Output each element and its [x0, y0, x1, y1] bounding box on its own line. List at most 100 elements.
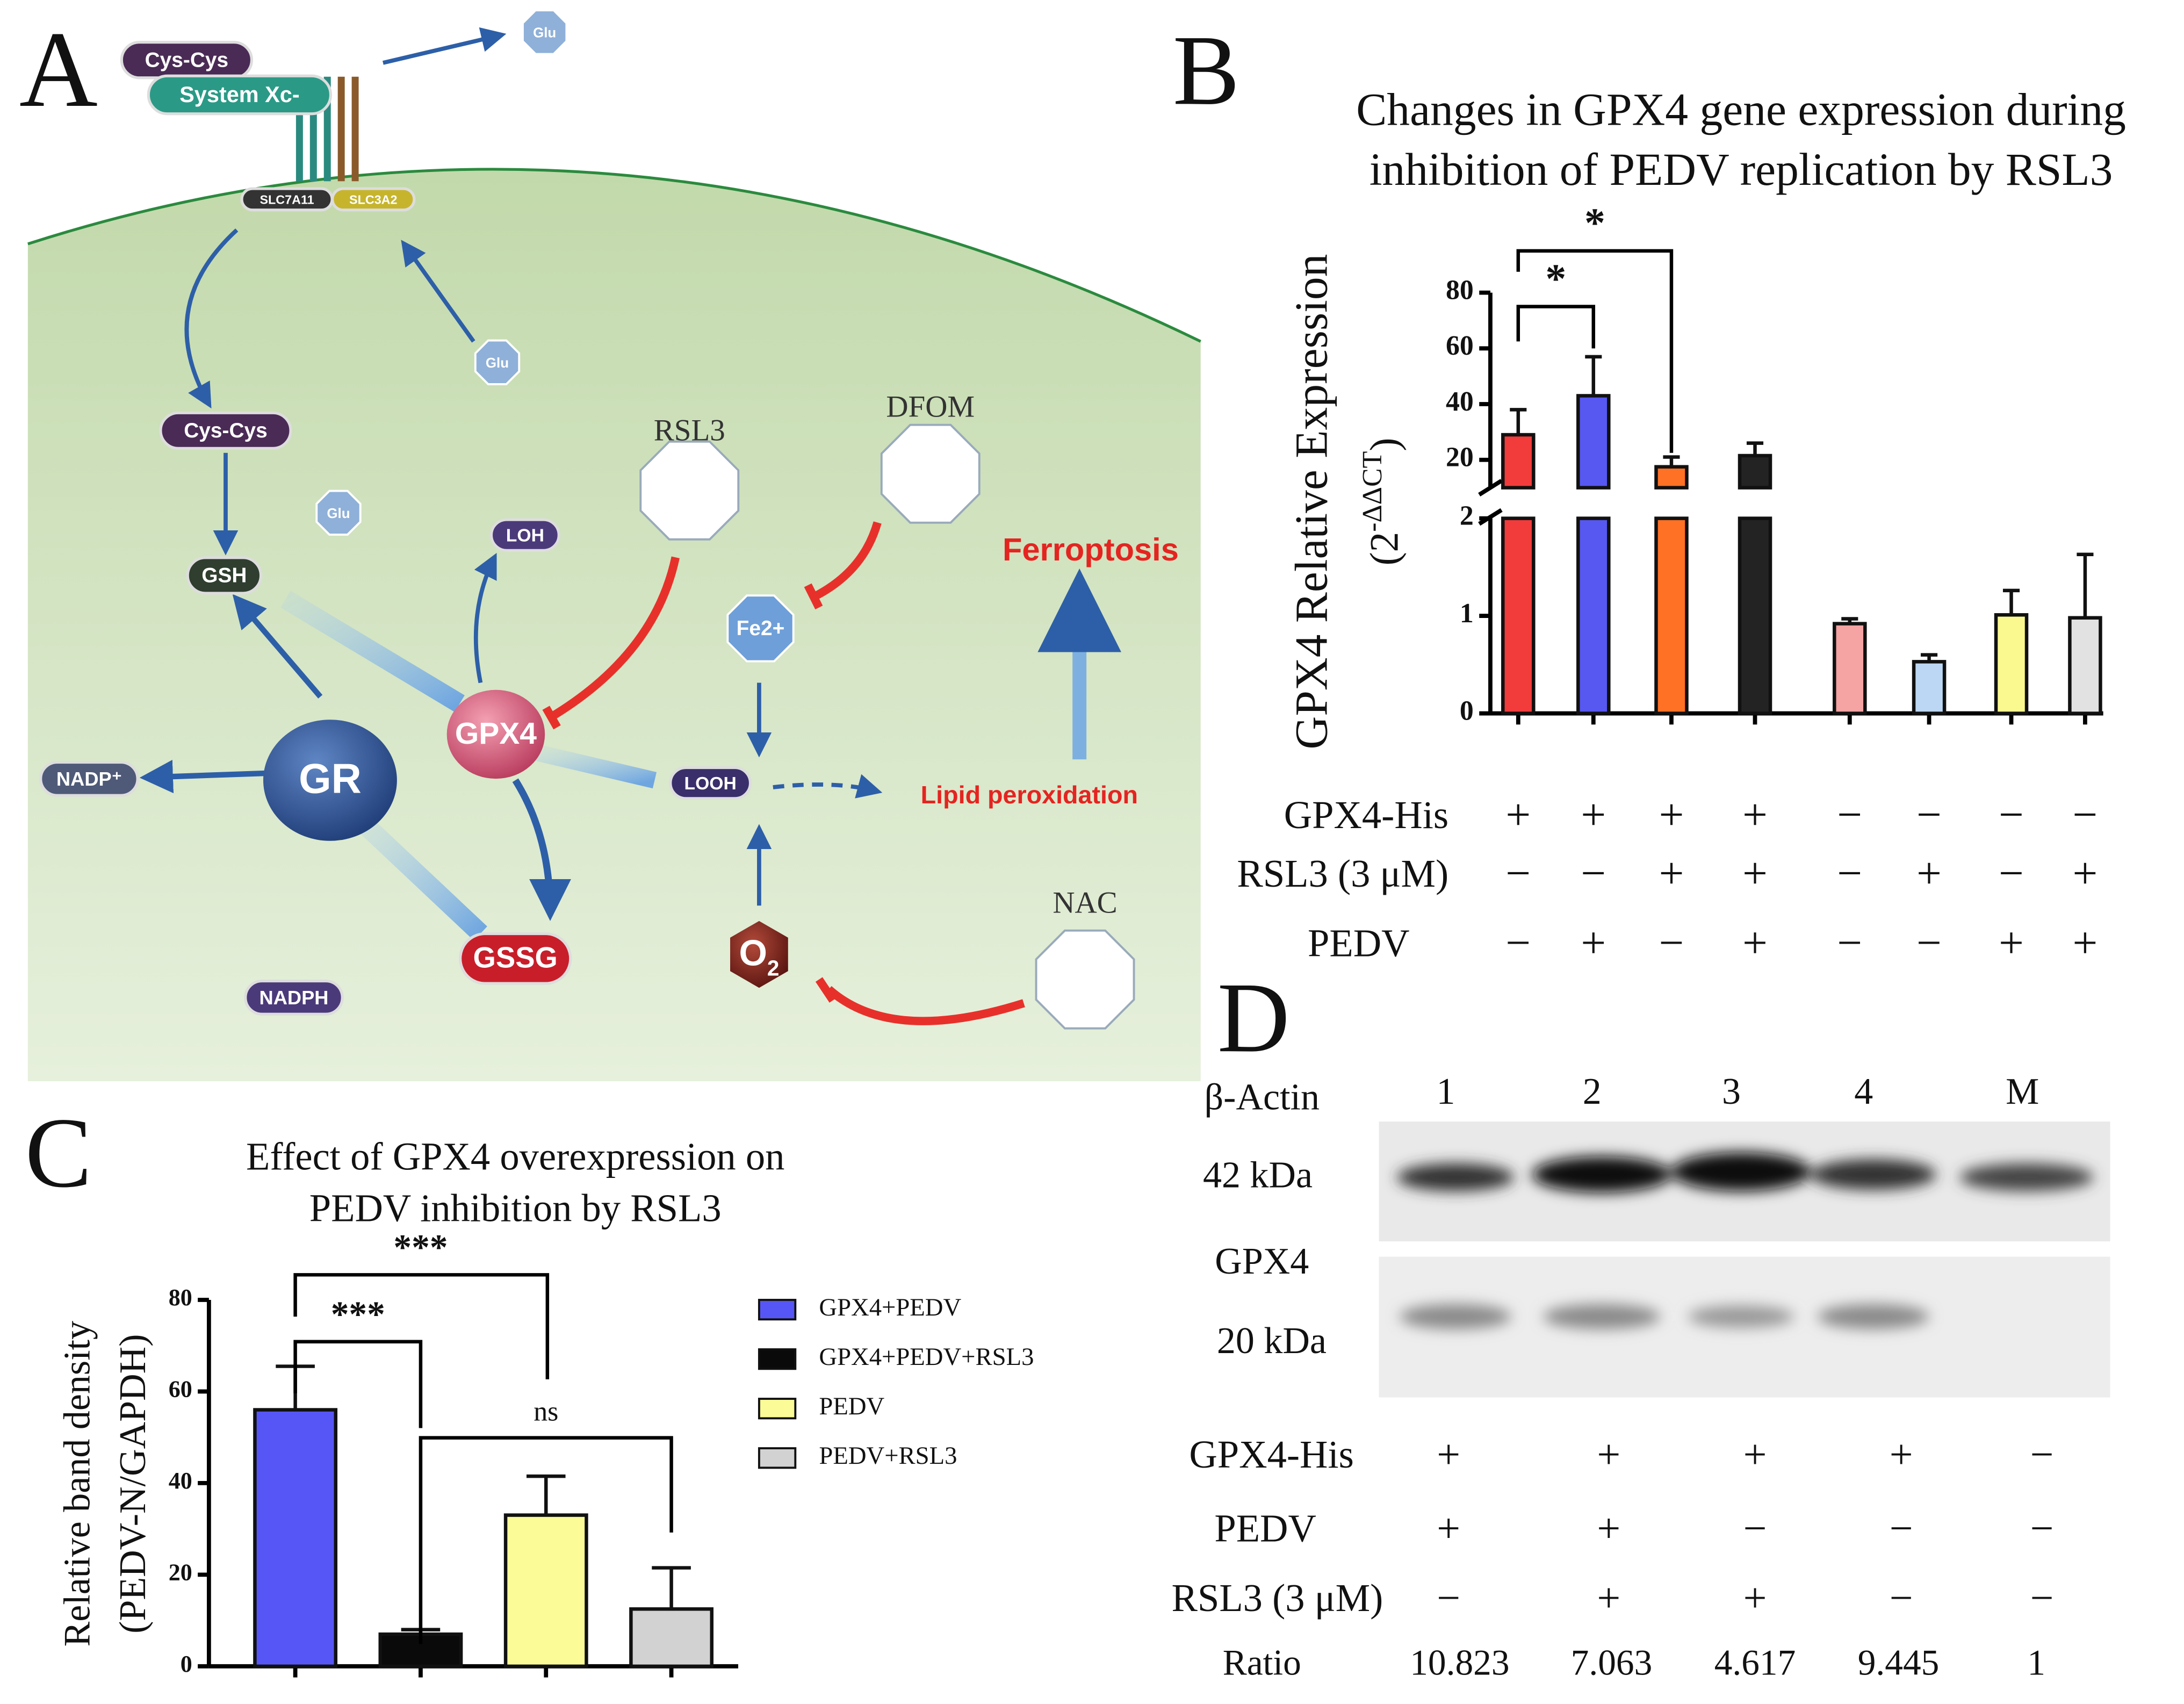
y-tick-label: 40 — [169, 1468, 192, 1494]
node-label: NAC — [1053, 886, 1117, 919]
ratio-value: 4.617 — [1714, 1642, 1796, 1683]
y-tick-label: 0 — [1460, 695, 1474, 726]
node-label: Fe2+ — [737, 617, 785, 640]
inhibition — [542, 556, 680, 730]
node-pill — [331, 187, 416, 212]
node-label: GR — [299, 756, 362, 802]
lane-label: 2 — [1583, 1071, 1602, 1112]
y-axis-label: GPX4 Relative Expression — [1286, 254, 1337, 750]
node-label: GPX4 — [455, 716, 537, 751]
condition-sign: + — [1659, 790, 1684, 839]
condition-sign: − — [1837, 790, 1862, 839]
legend-swatch — [758, 1348, 797, 1370]
condition-sign: − — [2030, 1574, 2054, 1621]
sig-bracket — [1516, 249, 1674, 453]
condition-sign: − — [1890, 1505, 1913, 1551]
chart-title: Changes in GPX4 gene expression during — [1356, 84, 2126, 135]
node-label-text: GR — [299, 756, 362, 802]
y-tick-label: 80 — [169, 1284, 192, 1311]
node-label-text: Ferroptosis — [1003, 531, 1179, 567]
y-axis-label: (PEDV-N/GAPDH) — [112, 1334, 154, 1634]
bar — [1576, 516, 1611, 715]
bar — [1912, 660, 1947, 715]
y-tick-label: 2 — [1460, 500, 1474, 531]
panel-letter: B — [1173, 15, 1240, 126]
arrow — [355, 815, 487, 941]
node-label-text: Cys-Cys — [184, 419, 268, 442]
condition-sign: + — [1999, 918, 2024, 967]
y-tick-label: 40 — [1446, 386, 1474, 417]
condition-sign: − — [1659, 918, 1684, 967]
cell-diagram — [27, 27, 1201, 1081]
octagon — [474, 339, 521, 385]
arrow — [184, 228, 239, 409]
panel-letter: C — [25, 1098, 92, 1209]
condition-sign: + — [1597, 1431, 1620, 1477]
node-label-text: NAC — [1053, 886, 1117, 919]
bar — [503, 1513, 588, 1669]
y-axis-label: Relative band density — [56, 1321, 98, 1647]
condition-sign: − — [1999, 848, 2024, 897]
ratio-label: Ratio — [1223, 1642, 1301, 1683]
node-pill — [147, 74, 333, 116]
sig-bracket — [419, 1436, 673, 1644]
significance: * — [1545, 255, 1566, 301]
node-label-text: GSH — [201, 564, 247, 587]
arrow — [232, 594, 323, 699]
condition-sign: + — [1742, 918, 1768, 967]
node-label: Lipid peroxidation — [921, 781, 1138, 809]
y-tick-label: 60 — [169, 1376, 192, 1403]
chart-title: Effect of GPX4 overexpression on — [246, 1134, 784, 1178]
significance: *** — [331, 1294, 385, 1334]
node-label: LOH — [506, 525, 544, 545]
bar — [2068, 616, 2102, 715]
condition-label: PEDV — [1214, 1507, 1316, 1550]
legend-swatch — [758, 1447, 797, 1469]
node-label-text: LOH — [506, 525, 544, 545]
node-label: RSL3 — [654, 414, 725, 448]
condition-sign: + — [1742, 848, 1768, 897]
panel-letter: A — [19, 9, 98, 130]
node-label: O2 — [739, 933, 779, 980]
membrane — [27, 168, 1201, 343]
condition-sign: − — [1916, 790, 1942, 839]
condition-sign: + — [1659, 848, 1684, 897]
node-label-text: Glu — [327, 506, 350, 521]
node-label: Glu — [533, 25, 556, 40]
node-label-text: SLC7A11 — [260, 193, 314, 207]
octagon — [880, 423, 981, 524]
bar — [1738, 516, 1772, 715]
node-label-text: RSL3 — [654, 414, 725, 448]
node-label-text: O — [739, 933, 767, 973]
bar — [1994, 613, 2029, 715]
node-label-text: SLC3A2 — [349, 193, 397, 207]
node-label: Ferroptosis — [1003, 531, 1179, 567]
octagon — [522, 9, 568, 55]
node-label: Glu — [486, 356, 509, 371]
bar — [1501, 516, 1536, 715]
node-label: DFOM — [886, 390, 975, 423]
node-label: GSH — [201, 564, 247, 587]
condition-label: GPX4-His — [1189, 1433, 1353, 1476]
legend-label: PEDV+RSL3 — [819, 1442, 957, 1470]
arrow — [139, 759, 265, 794]
axis-break — [1478, 479, 1503, 497]
node-pill — [39, 760, 139, 797]
bar — [253, 1408, 338, 1669]
condition-sign: − — [1581, 848, 1606, 897]
lane-label: 4 — [1854, 1071, 1873, 1112]
node-pill — [159, 411, 292, 450]
node-label: System Xc- — [179, 82, 300, 107]
node-pill — [244, 979, 344, 1016]
arrow — [401, 240, 475, 343]
node-label-text: NADPH — [260, 987, 329, 1009]
node-pill — [669, 766, 752, 800]
condition-label: PEDV — [1308, 922, 1410, 965]
node-label-sub: 2 — [767, 955, 780, 980]
node-label-text: Glu — [533, 25, 556, 40]
legend-label: PEDV — [819, 1392, 884, 1420]
inhibition — [815, 977, 1025, 1025]
node-label: SLC7A11 — [260, 193, 314, 207]
